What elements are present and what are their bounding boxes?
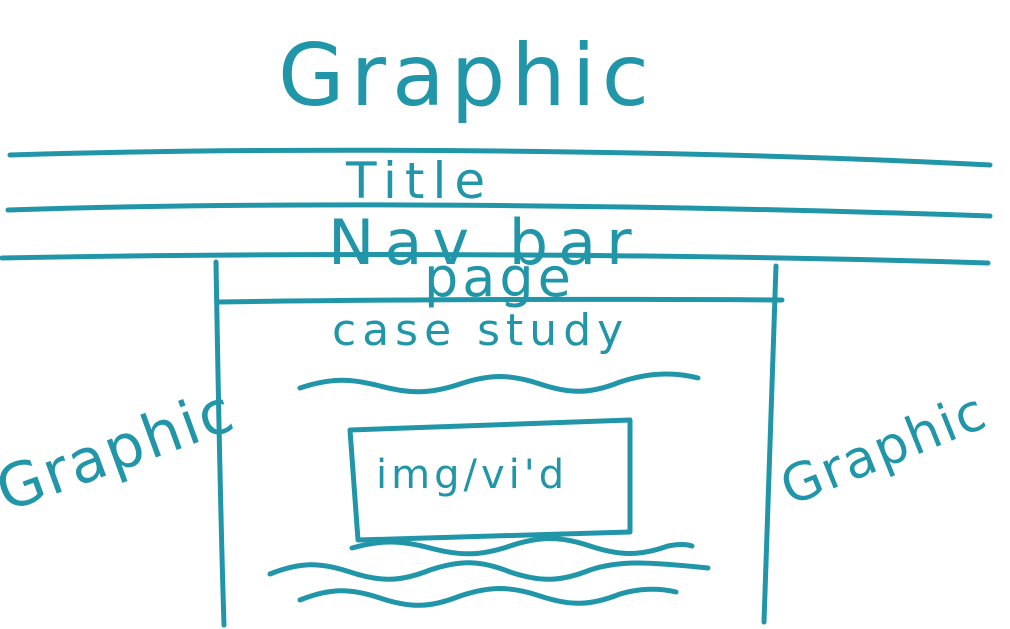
page-label: page — [424, 246, 575, 309]
page-right-border — [761, 263, 779, 625]
navbar-label: Nav bar — [328, 206, 642, 279]
text-placeholder-line-4 — [297, 586, 679, 608]
title-label: Title — [345, 152, 493, 210]
left-graphic-label: Graphic — [0, 376, 244, 526]
page-left-border — [213, 259, 227, 628]
text-placeholder-line-2 — [349, 536, 695, 557]
media-box — [347, 417, 633, 543]
case-study-label: case study — [332, 305, 629, 356]
text-placeholder-line-1 — [297, 371, 701, 395]
media-label: img/vi'd — [376, 452, 568, 498]
title-top-line — [7, 147, 993, 168]
right-graphic-label: Graphic — [772, 381, 995, 518]
page-header-divider — [215, 296, 785, 305]
top-graphic-label: Graphic — [278, 26, 655, 126]
navbar-bottom-line — [0, 252, 991, 266]
title-bottom-line — [5, 202, 993, 219]
text-placeholder-line-3 — [267, 560, 711, 582]
